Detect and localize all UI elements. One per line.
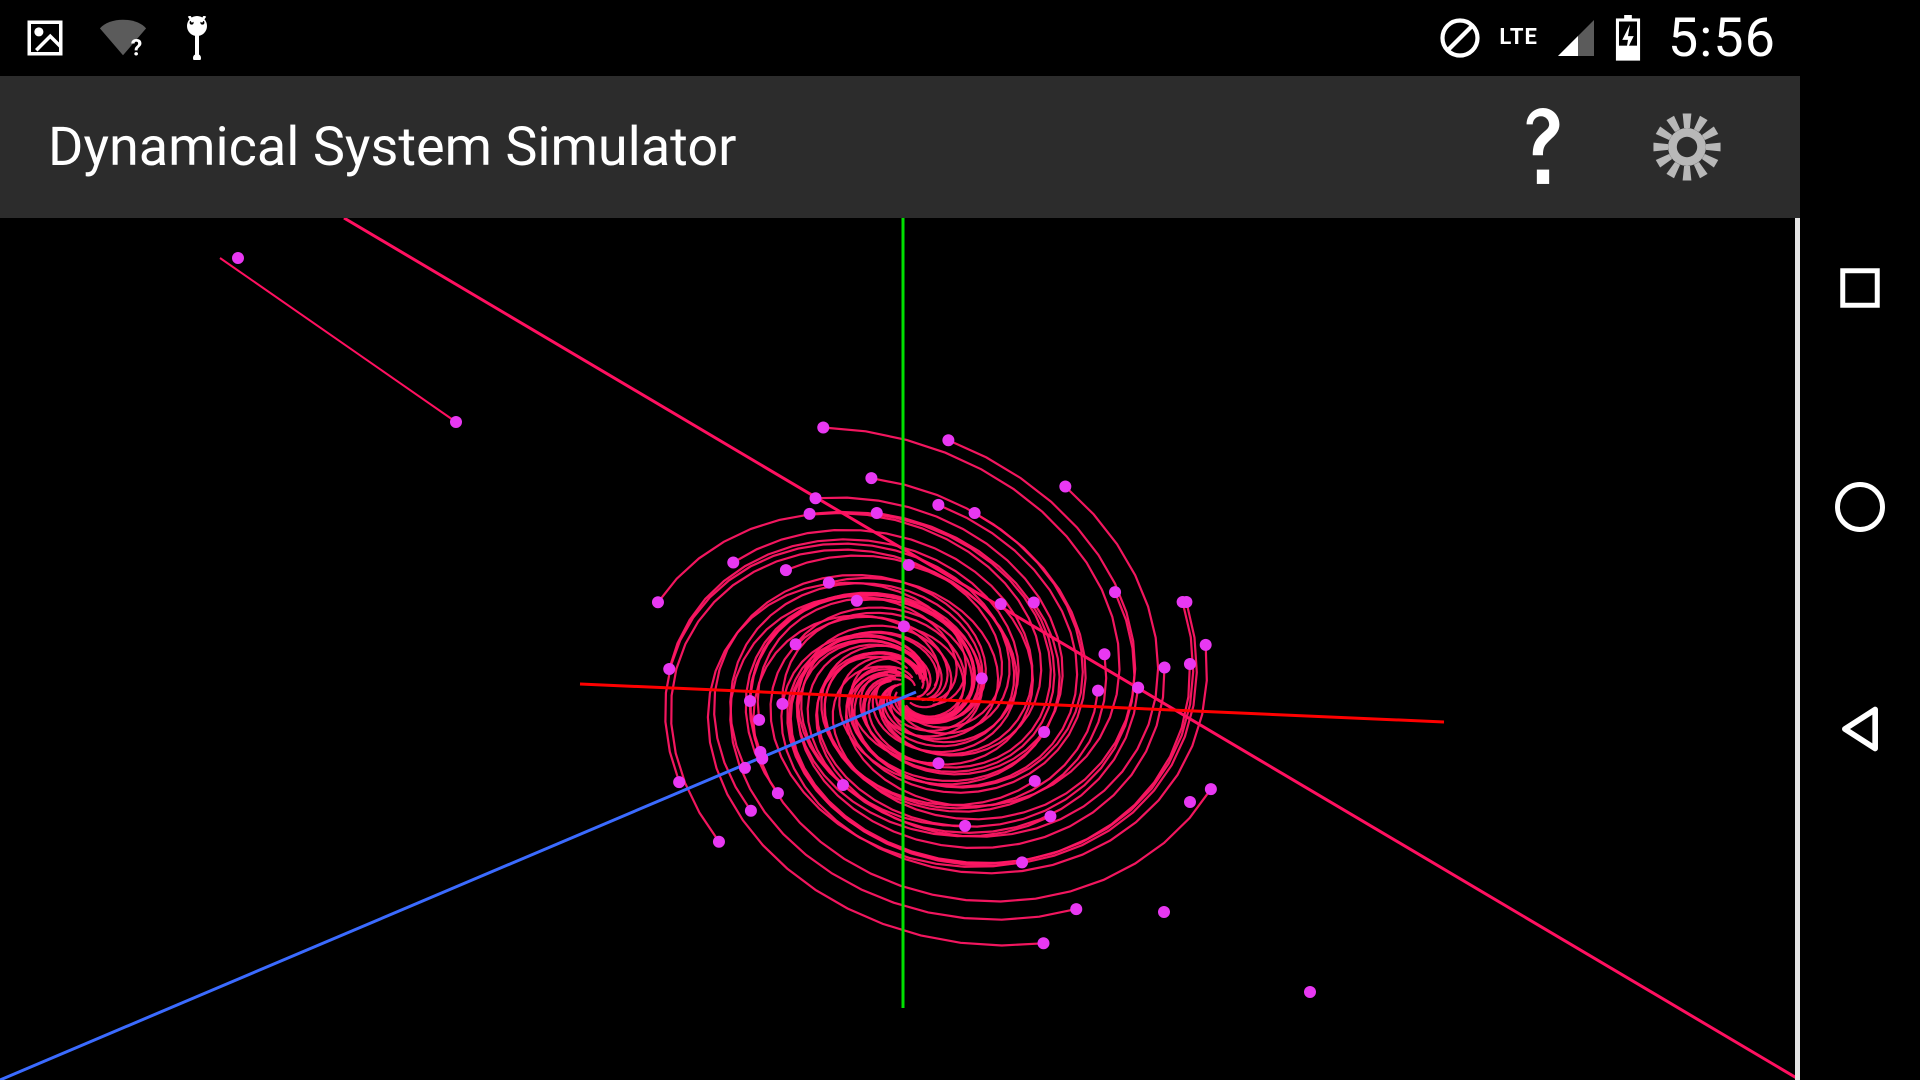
app-title: Dynamical System Simulator bbox=[48, 116, 736, 179]
settings-button[interactable] bbox=[1652, 112, 1722, 182]
android-nav-bar bbox=[1800, 0, 1920, 1080]
svg-text:?: ? bbox=[131, 34, 142, 59]
lte-label: LTE bbox=[1499, 27, 1537, 49]
simulation-canvas[interactable] bbox=[0, 218, 1800, 1080]
android-debug-icon bbox=[180, 16, 214, 60]
nav-back-button[interactable] bbox=[1834, 703, 1886, 755]
nav-recent-button[interactable] bbox=[1837, 265, 1883, 311]
simulation-svg[interactable] bbox=[0, 218, 1800, 1080]
nav-home-button[interactable] bbox=[1833, 480, 1887, 534]
app-bar: Dynamical System Simulator bbox=[0, 76, 1800, 218]
picture-icon bbox=[24, 17, 66, 59]
android-status-bar: ? LTE bbox=[0, 0, 1800, 76]
no-sim-icon bbox=[1439, 17, 1481, 59]
status-clock: 5:56 bbox=[1668, 7, 1776, 70]
battery-charging-icon bbox=[1614, 15, 1642, 61]
help-button[interactable] bbox=[1518, 108, 1568, 186]
wifi-unknown-icon: ? bbox=[98, 17, 148, 59]
cell-signal-icon bbox=[1556, 18, 1596, 58]
z-axis bbox=[0, 692, 916, 1080]
